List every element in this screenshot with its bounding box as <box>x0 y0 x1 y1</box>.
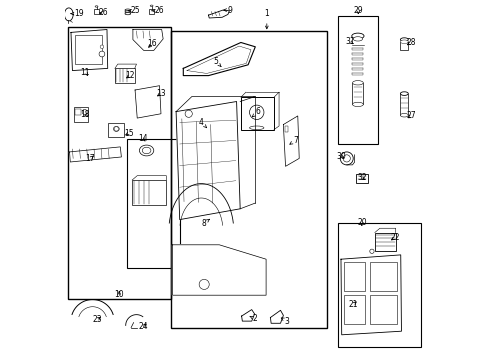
Text: 1: 1 <box>264 9 269 29</box>
Text: 19: 19 <box>71 9 83 18</box>
Circle shape <box>99 51 104 57</box>
Text: 5: 5 <box>213 57 221 67</box>
Bar <box>108 123 124 137</box>
Circle shape <box>369 249 373 253</box>
Ellipse shape <box>142 147 151 154</box>
Ellipse shape <box>125 11 130 13</box>
Polygon shape <box>133 30 163 50</box>
Bar <box>337 223 420 347</box>
Circle shape <box>82 109 87 114</box>
Bar <box>343 295 365 324</box>
Text: 30: 30 <box>335 152 345 161</box>
Ellipse shape <box>352 81 363 85</box>
Bar <box>115 68 134 83</box>
Polygon shape <box>71 30 107 71</box>
Ellipse shape <box>139 145 153 156</box>
Text: 28: 28 <box>405 38 415 47</box>
Polygon shape <box>340 255 401 335</box>
Ellipse shape <box>352 102 363 107</box>
Bar <box>355 174 367 183</box>
Ellipse shape <box>125 9 130 11</box>
Bar <box>149 9 154 14</box>
Ellipse shape <box>400 40 407 44</box>
Text: 16: 16 <box>147 40 157 49</box>
Text: 23: 23 <box>92 315 102 324</box>
Polygon shape <box>270 310 283 323</box>
Ellipse shape <box>125 13 130 15</box>
Text: 25: 25 <box>128 6 141 15</box>
Text: 6: 6 <box>252 107 260 117</box>
Text: 4: 4 <box>199 118 206 128</box>
Bar <box>132 180 166 205</box>
Text: 17: 17 <box>85 154 95 163</box>
Ellipse shape <box>400 92 407 95</box>
Text: 10: 10 <box>114 290 124 299</box>
Bar <box>374 233 396 251</box>
Text: 22: 22 <box>389 233 399 242</box>
Circle shape <box>249 105 264 120</box>
Bar <box>337 16 377 144</box>
Text: 27: 27 <box>406 112 415 121</box>
Ellipse shape <box>351 33 363 39</box>
Bar <box>75 109 81 115</box>
Bar <box>75 35 102 64</box>
Bar <box>352 83 363 104</box>
Bar <box>241 97 273 130</box>
Ellipse shape <box>113 126 119 131</box>
Polygon shape <box>208 10 229 18</box>
Text: 14: 14 <box>138 135 147 144</box>
Ellipse shape <box>400 38 407 41</box>
Text: 13: 13 <box>156 89 165 98</box>
Polygon shape <box>135 86 161 118</box>
Text: 9: 9 <box>224 6 232 15</box>
Bar <box>343 262 365 291</box>
Ellipse shape <box>249 126 264 130</box>
Polygon shape <box>176 102 240 220</box>
Text: 18: 18 <box>81 110 90 119</box>
Text: 26: 26 <box>99 9 108 18</box>
Bar <box>369 262 396 291</box>
Circle shape <box>114 127 118 131</box>
Text: 7: 7 <box>289 136 298 145</box>
Text: 21: 21 <box>348 300 357 309</box>
Text: 8: 8 <box>202 219 209 228</box>
Bar <box>284 126 288 132</box>
Ellipse shape <box>95 6 98 7</box>
Circle shape <box>185 110 192 117</box>
Bar <box>68 27 170 299</box>
Text: 20: 20 <box>356 218 366 227</box>
Bar <box>127 139 179 268</box>
Text: 24: 24 <box>138 323 147 331</box>
Ellipse shape <box>400 113 407 117</box>
Bar <box>400 94 407 115</box>
Ellipse shape <box>352 37 362 41</box>
Bar <box>369 295 396 324</box>
Ellipse shape <box>150 5 153 6</box>
Polygon shape <box>283 116 299 166</box>
Bar <box>170 31 326 328</box>
Polygon shape <box>241 310 254 321</box>
Polygon shape <box>172 245 265 295</box>
Circle shape <box>199 279 209 289</box>
Text: 2: 2 <box>249 315 257 324</box>
Bar <box>73 107 88 122</box>
Text: 32: 32 <box>356 174 366 183</box>
Polygon shape <box>183 42 255 76</box>
Circle shape <box>340 152 352 165</box>
Polygon shape <box>69 147 121 162</box>
Text: 31: 31 <box>345 37 354 46</box>
Text: 26: 26 <box>152 6 164 15</box>
Text: 3: 3 <box>281 317 289 325</box>
Bar <box>400 42 407 50</box>
Circle shape <box>100 45 103 49</box>
Text: 29: 29 <box>353 6 362 15</box>
Text: 12: 12 <box>125 71 135 80</box>
Text: 11: 11 <box>81 68 90 77</box>
Text: 15: 15 <box>123 129 133 138</box>
Circle shape <box>343 155 349 162</box>
Bar <box>94 9 99 14</box>
